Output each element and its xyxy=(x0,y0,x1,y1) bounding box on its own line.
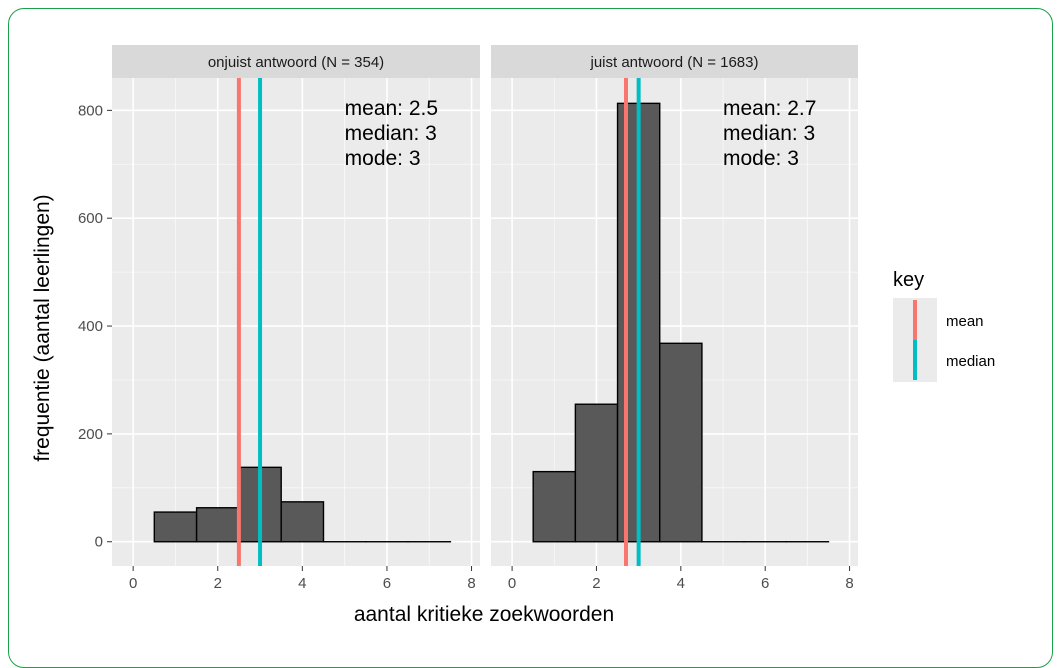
legend-swatch-median xyxy=(913,340,917,380)
y-tick-label: 200 xyxy=(78,426,103,443)
stats-annotation-line: median: 3 xyxy=(723,122,815,145)
histogram-bar xyxy=(154,512,196,542)
x-axis-title: aantal kritieke zoekwoorden xyxy=(354,603,614,626)
facet-panel-1: juist antwoord (N = 1683) mean: 2.7median… xyxy=(491,45,858,592)
y-tick-label: 600 xyxy=(78,210,103,227)
histogram-bar xyxy=(660,343,702,541)
x-tick-label: 4 xyxy=(298,575,306,592)
x-tick-label: 2 xyxy=(214,575,222,592)
facet-strip-label: juist antwoord (N = 1683) xyxy=(589,54,758,71)
histogram-bar xyxy=(197,508,239,542)
y-axis-title: frequentie (aantal leerlingen) xyxy=(31,194,54,461)
stats-annotation-line: mean: 2.5 xyxy=(345,97,438,120)
x-tick-label: 6 xyxy=(761,575,769,592)
stats-annotation-line: mode: 3 xyxy=(723,147,799,170)
y-tick-label: 0 xyxy=(95,534,103,551)
panel-background xyxy=(112,78,480,566)
chart-panels: onjuist antwoord (N = 354)mean: 2.5media… xyxy=(78,45,858,592)
x-tick-label: 0 xyxy=(508,575,516,592)
stats-annotation-line: mode: 3 xyxy=(345,147,421,170)
legend-label-median: median xyxy=(946,353,995,370)
histogram-bar xyxy=(533,472,575,542)
legend-label-mean: mean xyxy=(946,313,984,330)
stats-annotation-line: mean: 2.7 xyxy=(723,97,816,120)
facet-strip-label: onjuist antwoord (N = 354) xyxy=(208,54,384,71)
x-tick-label: 0 xyxy=(129,575,137,592)
legend-title: key xyxy=(893,269,924,291)
y-tick-label: 800 xyxy=(78,102,103,119)
stats-annotation-line: median: 3 xyxy=(345,122,437,145)
x-tick-label: 8 xyxy=(467,575,475,592)
x-tick-label: 6 xyxy=(383,575,391,592)
y-tick-label: 400 xyxy=(78,318,103,335)
legend: key mean median xyxy=(893,269,995,382)
legend-swatch-mean xyxy=(913,300,917,340)
x-tick-label: 4 xyxy=(677,575,685,592)
histogram-bar xyxy=(281,502,323,542)
facet-panel-0: onjuist antwoord (N = 354) mean: 2.5media… xyxy=(78,45,480,592)
x-tick-label: 8 xyxy=(845,575,853,592)
x-tick-label: 2 xyxy=(592,575,600,592)
histogram-chart: onjuist antwoord (N = 354)mean: 2.5media… xyxy=(0,0,1057,645)
histogram-bar xyxy=(575,404,617,542)
